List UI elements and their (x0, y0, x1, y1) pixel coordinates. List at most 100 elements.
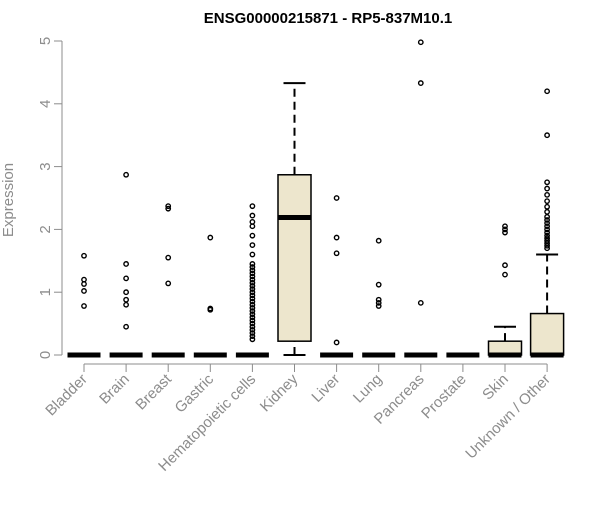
outlier-point (544, 213, 550, 220)
outlier-point (123, 261, 130, 267)
outlier-point (333, 339, 340, 346)
y-axis-label: Expression (0, 163, 17, 237)
outlier-point (502, 262, 508, 269)
outlier-point (81, 252, 87, 259)
box-group (151, 203, 185, 358)
outlier-point (249, 286, 256, 292)
box-group (67, 252, 101, 358)
outlier-point (81, 288, 87, 294)
chart-title: ENSG00000215871 - RP5-837M10.1 (204, 10, 453, 27)
box-group (193, 234, 227, 358)
outlier-point (249, 298, 256, 305)
box-group (235, 203, 269, 358)
outlier-point (165, 254, 172, 261)
outlier-point (249, 283, 256, 289)
outlier-point (544, 220, 550, 227)
outlier-point (249, 232, 256, 239)
outlier-point (502, 229, 508, 236)
outlier-point (249, 261, 256, 267)
x-tick-label: Bladder (42, 371, 91, 420)
outlier-point (544, 185, 550, 192)
y-tick-label: 3 (37, 162, 54, 170)
outlier-point (249, 311, 256, 318)
outlier-point (544, 132, 550, 139)
box-group (487, 223, 523, 358)
outlier-point (544, 191, 550, 198)
box-group (320, 195, 354, 358)
outlier-point (249, 317, 256, 324)
box-group (404, 39, 438, 358)
outlier-point (544, 226, 550, 233)
y-tick-label: 1 (37, 288, 54, 296)
outlier-point (123, 301, 130, 308)
outlier-point (544, 229, 550, 236)
y-axis: 0 1 2 3 4 5 (37, 37, 63, 359)
outlier-point (249, 330, 256, 336)
outlier-point (249, 267, 256, 274)
box-group (109, 171, 143, 358)
y-tick-label: 5 (37, 37, 54, 45)
outlier-point (544, 179, 550, 186)
outlier-point (249, 301, 256, 308)
outlier-point (249, 323, 256, 330)
outlier-point (249, 212, 256, 219)
box-iqr (277, 174, 312, 342)
outlier-point (249, 292, 256, 299)
outlier-point (249, 251, 256, 258)
outlier-point (249, 270, 256, 277)
x-tick-label: Brain (96, 371, 133, 408)
outlier-point (333, 195, 340, 201)
box-group (529, 88, 565, 358)
outlier-point (249, 276, 256, 283)
outlier-point (544, 203, 550, 210)
x-tick-label: Breast (132, 370, 175, 413)
outlier-point (123, 275, 130, 282)
outlier-point (544, 235, 550, 242)
outlier-point (249, 308, 256, 314)
outlier-point (249, 295, 256, 302)
outlier-point (249, 326, 256, 333)
outlier-point (207, 234, 214, 241)
outlier-point (544, 217, 550, 223)
outlier-point (249, 218, 256, 225)
outlier-point (375, 296, 382, 303)
outlier-point (375, 299, 382, 306)
box-iqr (529, 312, 565, 356)
outlier-point (333, 250, 340, 257)
outlier-point (417, 39, 424, 46)
y-tick-label: 0 (37, 351, 54, 359)
outlier-point (81, 276, 87, 283)
outlier-point (375, 303, 382, 309)
outlier-point (249, 264, 256, 270)
outlier-point (249, 242, 256, 249)
outlier-point (375, 237, 382, 244)
x-tick-label: Kidney (257, 370, 302, 415)
outlier-point (249, 273, 256, 280)
outlier-point (544, 88, 550, 95)
outlier-point (544, 223, 550, 230)
outlier-point (249, 333, 256, 340)
outlier-point (81, 303, 87, 309)
box-series (67, 39, 565, 358)
outlier-point (123, 289, 130, 296)
box-group (362, 237, 396, 358)
outlier-point (123, 296, 130, 303)
outlier-point (544, 208, 550, 215)
outlier-point (333, 234, 340, 241)
outlier-point (123, 323, 130, 330)
outlier-point (249, 203, 256, 210)
x-tick-label: Prostate (418, 371, 470, 423)
y-tick-label: 4 (37, 100, 54, 108)
outlier-point (502, 271, 508, 278)
x-tick-label: Lung (350, 371, 386, 407)
outlier-point (544, 232, 550, 239)
outlier-point (249, 320, 256, 327)
outlier-point (123, 171, 130, 178)
outlier-point (165, 205, 172, 212)
outlier-point (544, 198, 550, 205)
outlier-point (249, 279, 256, 286)
outlier-point (249, 304, 256, 311)
